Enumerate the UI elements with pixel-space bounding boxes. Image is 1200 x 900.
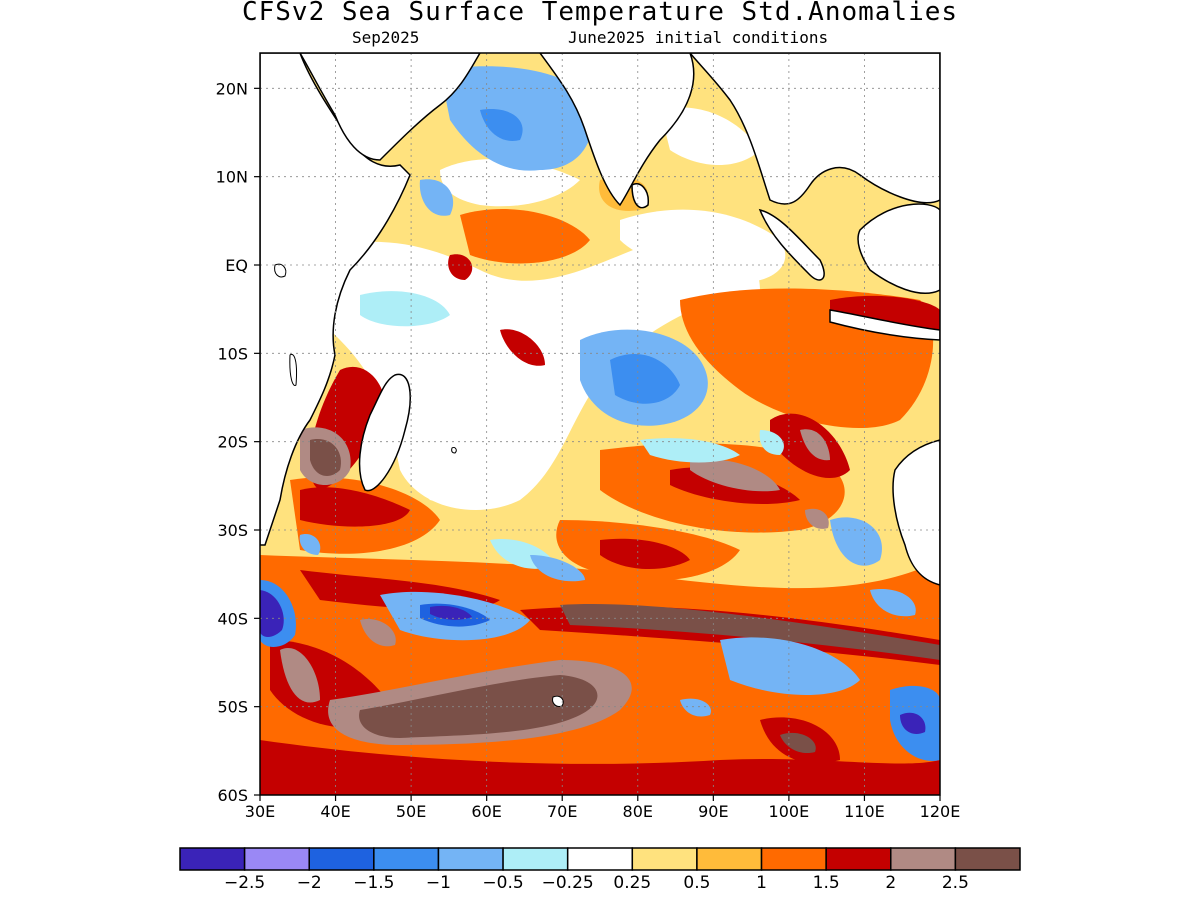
colorbar-label: −1 xyxy=(426,873,451,893)
y-tick-label: 10S xyxy=(217,344,248,363)
x-tick-label: 60E xyxy=(471,802,501,821)
map-frame xyxy=(259,52,941,796)
colorbar-label: −0.25 xyxy=(542,873,594,893)
colorbar-swatch xyxy=(954,847,1021,871)
colorbar-label: −2 xyxy=(297,873,322,893)
colorbar-swatch xyxy=(566,847,634,871)
y-tick-label: 50S xyxy=(217,698,248,717)
australia-landmass xyxy=(892,439,940,586)
comoros-island xyxy=(289,353,297,387)
colorbar-label: 1.5 xyxy=(813,873,840,893)
map-title: CFSv2 Sea Surface Temperature Std.Anomal… xyxy=(241,0,959,27)
arabia-landmass xyxy=(299,53,481,161)
colorbar: −2.5 −2 −1.5 −1 −0.5 −0.25 0.25 0.5 1 1.5 2 2.5 xyxy=(179,847,1021,893)
x-tick-label: 100E xyxy=(769,802,810,821)
colorbar-swatch xyxy=(308,847,375,871)
forecast-month: Sep2025 xyxy=(352,28,420,47)
colorbar-label: 2 xyxy=(885,873,896,893)
india-landmass xyxy=(539,53,695,207)
y-tick-label: 40S xyxy=(217,609,248,628)
colorbar-swatch xyxy=(825,847,892,871)
sri-lanka-landmass xyxy=(631,183,649,209)
seychelles-island xyxy=(274,263,287,278)
colorbar-label: −2.5 xyxy=(224,873,265,893)
colorbar-label: 1 xyxy=(756,873,767,893)
initial-conditions: June2025 initial conditions xyxy=(568,28,829,47)
x-tick-label: 50E xyxy=(396,802,426,821)
colorbar-swatch xyxy=(696,847,763,871)
colorbar-swatch xyxy=(760,847,827,871)
y-tick-label: 60S xyxy=(217,786,248,805)
colorbar-label: 2.5 xyxy=(942,873,969,893)
anomaly-field xyxy=(260,53,940,795)
colorbar-label: −0.5 xyxy=(482,873,523,893)
x-tick-label: 90E xyxy=(698,802,728,821)
sumatra-landmass xyxy=(758,208,825,281)
colorbar-swatch xyxy=(243,847,310,871)
x-tick-label: 120E xyxy=(920,802,961,821)
land-masses xyxy=(260,53,940,707)
y-tick-label: 10N xyxy=(216,168,248,187)
x-tick-label: 80E xyxy=(623,802,653,821)
southeast-asia-landmass xyxy=(689,53,940,205)
y-tick-label: 20S xyxy=(217,433,248,452)
map-axes: 30E 40E 50E 60E 70E 80E 90E 100E 110E 120E 20N 10N E… xyxy=(216,79,961,821)
colorbar-swatch xyxy=(437,847,504,871)
colorbar-swatch xyxy=(502,847,569,871)
y-tick-label: 20N xyxy=(216,79,248,98)
colorbar-swatch xyxy=(373,847,440,871)
x-tick-label: 40E xyxy=(320,802,350,821)
x-tick-label: 110E xyxy=(844,802,885,821)
madagascar-landmass xyxy=(358,373,411,492)
y-tick-label: EQ xyxy=(225,256,248,275)
y-tick-label: 30S xyxy=(217,521,248,540)
java-landmass xyxy=(829,309,940,341)
x-tick-label: 30E xyxy=(245,802,275,821)
grid-lines xyxy=(260,53,940,795)
kerguelen-island xyxy=(552,695,564,707)
colorbar-label: 0.25 xyxy=(613,873,651,893)
reunion-island xyxy=(451,447,457,454)
x-tick-label: 70E xyxy=(547,802,577,821)
colorbar-label: 0.5 xyxy=(683,873,710,893)
borneo-landmass xyxy=(857,203,940,294)
colorbar-swatch xyxy=(631,847,698,871)
colorbar-label: −1.5 xyxy=(353,873,394,893)
colorbar-swatch xyxy=(890,847,957,871)
colorbar-swatch xyxy=(179,847,246,871)
